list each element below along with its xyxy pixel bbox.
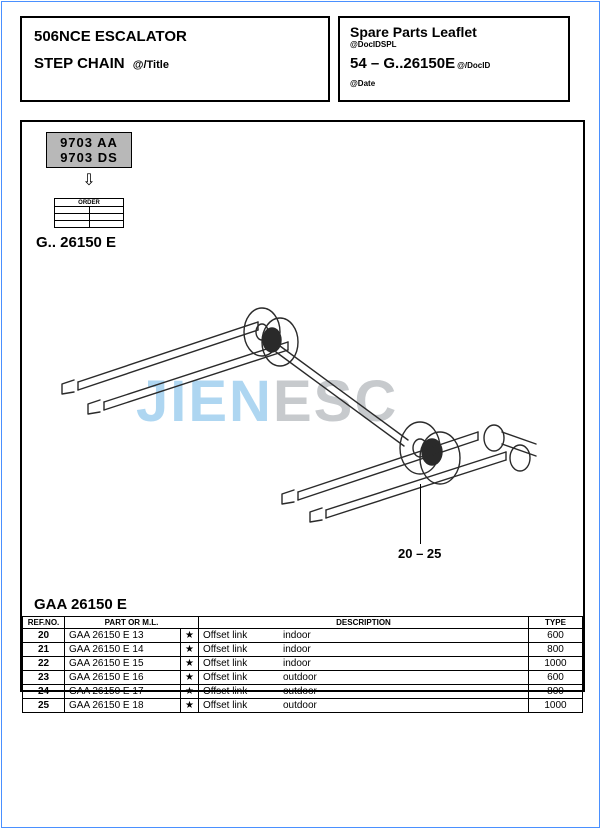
cell-star: ★ xyxy=(181,699,199,713)
table-row: 22GAA 26150 E 15★Offset linkindoor1000 xyxy=(23,657,583,671)
cell-part: GAA 26150 E 16 xyxy=(65,671,181,685)
doc-date: @Date xyxy=(350,79,558,88)
table-row: 25GAA 26150 E 18★Offset linkoutdoor1000 xyxy=(23,699,583,713)
chain-drawing xyxy=(48,262,558,552)
cell-star: ★ xyxy=(181,629,199,643)
cell-ref: 23 xyxy=(23,671,65,685)
revision-line-a: 9703 AA xyxy=(57,135,121,150)
cell-ref: 21 xyxy=(23,643,65,657)
header-subject-text: STEP CHAIN xyxy=(34,55,125,72)
col-desc: DESCRIPTION xyxy=(198,617,528,629)
down-arrow-icon: ⇩ xyxy=(46,170,132,190)
cell-desc: Offset linkindoor xyxy=(198,657,528,671)
cell-ref: 20 xyxy=(23,629,65,643)
table-row: 20GAA 26150 E 13★Offset linkindoor600 xyxy=(23,629,583,643)
col-part: PART OR M.L. xyxy=(65,617,199,629)
revision-line-b: 9703 DS xyxy=(57,150,121,165)
parts-table: REF.NO. PART OR M.L. DESCRIPTION TYPE 20… xyxy=(22,616,583,713)
cell-part: GAA 26150 E 18 xyxy=(65,699,181,713)
part-label: G.. 26150 E xyxy=(36,234,116,251)
spare-parts-title: Spare Parts Leaflet xyxy=(350,24,558,40)
header-title-var: @/Title xyxy=(133,59,169,71)
cell-type: 800 xyxy=(529,685,583,699)
cell-type: 600 xyxy=(529,671,583,685)
cell-part: GAA 26150 E 14 xyxy=(65,643,181,657)
revision-box: 9703 AA 9703 DS xyxy=(46,132,132,168)
callout-leader xyxy=(420,484,421,544)
order-header: ORDER xyxy=(54,198,124,207)
cell-part: GAA 26150 E 17 xyxy=(65,685,181,699)
page-frame-right xyxy=(599,1,600,828)
cell-type: 600 xyxy=(529,629,583,643)
cell-type: 1000 xyxy=(529,699,583,713)
page-frame-bottom xyxy=(1,827,600,828)
drawing-box: 9703 AA 9703 DS ⇩ ORDER G.. 26150 E JIEN… xyxy=(20,120,585,692)
cell-star: ★ xyxy=(181,657,199,671)
order-row xyxy=(54,214,124,221)
header-left-box: 506NCE ESCALATOR STEP CHAIN @/Title xyxy=(20,16,330,102)
cell-desc: Offset linkoutdoor xyxy=(198,671,528,685)
doc-code-row: 54 – G..26150E@/DocID xyxy=(350,55,558,73)
doc-code: 54 – G..26150E xyxy=(350,55,455,72)
parts-header-row: REF.NO. PART OR M.L. DESCRIPTION TYPE xyxy=(23,617,583,629)
cell-type: 800 xyxy=(529,643,583,657)
cell-star: ★ xyxy=(181,643,199,657)
header-product-line: 506NCE ESCALATOR xyxy=(34,28,316,45)
revision-tag: 9703 AA 9703 DS ⇩ xyxy=(46,132,132,190)
doc-id: @/DocID xyxy=(457,61,490,70)
cell-desc: Offset linkindoor xyxy=(198,643,528,657)
table-row: 21GAA 26150 E 14★Offset linkindoor800 xyxy=(23,643,583,657)
table-row: 24GAA 26150 E 17★Offset linkoutdoor800 xyxy=(23,685,583,699)
table-row: 23GAA 26150 E 16★Offset linkoutdoor600 xyxy=(23,671,583,685)
parts-caption: GAA 26150 E xyxy=(34,596,127,613)
cell-ref: 24 xyxy=(23,685,65,699)
page-frame-left xyxy=(1,1,2,828)
header-subject-line: STEP CHAIN @/Title xyxy=(34,55,316,72)
cell-type: 1000 xyxy=(529,657,583,671)
header-row: 506NCE ESCALATOR STEP CHAIN @/Title Spar… xyxy=(0,0,601,110)
doc-sub: @DocIDSPL xyxy=(350,40,558,49)
cell-desc: Offset linkoutdoor xyxy=(198,699,528,713)
cell-part: GAA 26150 E 15 xyxy=(65,657,181,671)
col-ref: REF.NO. xyxy=(23,617,65,629)
cell-star: ★ xyxy=(181,685,199,699)
cell-part: GAA 26150 E 13 xyxy=(65,629,181,643)
order-row xyxy=(54,221,124,228)
cell-star: ★ xyxy=(181,671,199,685)
order-row xyxy=(54,207,124,214)
callout-text: 20 – 25 xyxy=(398,546,441,561)
header-right-box: Spare Parts Leaflet @DocIDSPL 54 – G..26… xyxy=(338,16,570,102)
cell-ref: 22 xyxy=(23,657,65,671)
order-mini-table: ORDER xyxy=(54,198,124,228)
cell-desc: Offset linkoutdoor xyxy=(198,685,528,699)
col-type: TYPE xyxy=(529,617,583,629)
cell-desc: Offset linkindoor xyxy=(198,629,528,643)
cell-ref: 25 xyxy=(23,699,65,713)
